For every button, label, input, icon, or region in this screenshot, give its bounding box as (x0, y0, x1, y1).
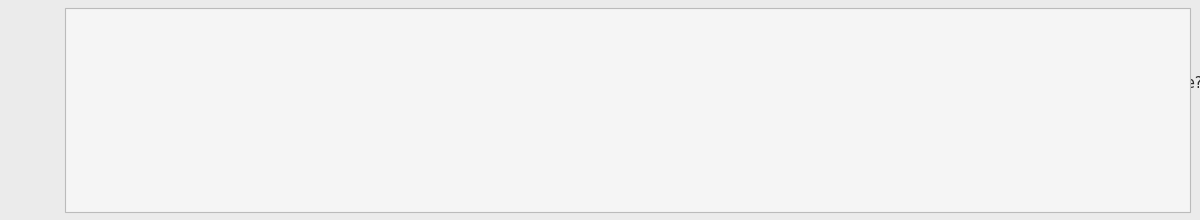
Text: p: p (88, 152, 95, 162)
Text: =: = (95, 143, 115, 158)
Text: p: p (1040, 85, 1046, 95)
Text: :: : (834, 20, 839, 35)
Text: 2: 2 (828, 59, 834, 69)
Text: 0.001210: 0.001210 (556, 76, 626, 91)
Text: is placed in a closed container at −185 °C, where it partially decomposes to: is placed in a closed container at −185 … (185, 20, 752, 35)
Text: (g): (g) (0, 208, 20, 220)
Text: 2: 2 (827, 29, 834, 39)
Text: ) =: ) = (739, 76, 766, 91)
Text: atm. What is the value of K: atm. What is the value of K (835, 76, 1040, 91)
Text: NO: NO (506, 76, 529, 91)
Text: at this temperature?: at this temperature? (1046, 76, 1200, 91)
FancyBboxPatch shape (124, 151, 234, 173)
Text: 2 NOBr(g): 2 NOBr(g) (0, 208, 78, 220)
Text: 2: 2 (0, 212, 7, 220)
Text: ⇌: ⇌ (0, 208, 12, 220)
Text: .: . (238, 143, 242, 158)
Text: 2 NO(g) + 1 Br: 2 NO(g) + 1 Br (715, 50, 828, 65)
Text: ⇌: ⇌ (703, 50, 715, 65)
Text: K: K (78, 143, 88, 158)
Text: NO: NO (752, 20, 774, 35)
Text: atm, and p(Br: atm, and p(Br (626, 76, 732, 91)
Text: Br: Br (811, 20, 827, 35)
Text: 2 NOBr(g): 2 NOBr(g) (625, 50, 703, 65)
Text: ) =: ) = (529, 76, 556, 91)
Text: (g): (g) (834, 50, 856, 65)
Text: 2: 2 (732, 85, 739, 95)
Text: and: and (774, 20, 811, 35)
Text: ) =: ) = (352, 76, 378, 91)
Text: NOBr: NOBr (313, 76, 352, 91)
Text: 0.006830: 0.006830 (378, 76, 449, 91)
Text: 0.008870: 0.008870 (766, 76, 835, 91)
Text: Gaseous: Gaseous (78, 20, 145, 35)
Text: At equilibrium it is found that p(: At equilibrium it is found that p( (78, 76, 313, 91)
Text: NOBr: NOBr (145, 20, 185, 35)
Text: 2 NO(g) + 1 Br: 2 NO(g) + 1 Br (0, 208, 113, 220)
Text: atm, p(: atm, p( (449, 76, 506, 91)
